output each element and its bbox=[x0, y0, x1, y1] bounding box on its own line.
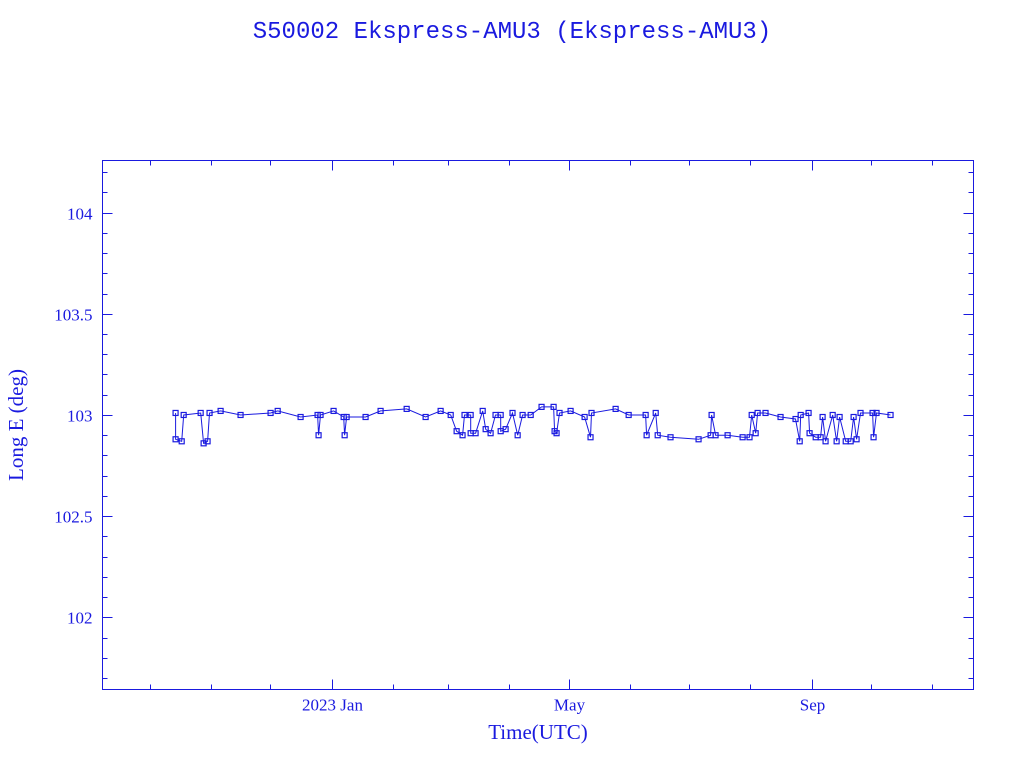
x-tick-label: 2023 Jan bbox=[302, 696, 363, 715]
data-point bbox=[453, 428, 460, 435]
data-point bbox=[667, 434, 674, 441]
data-point bbox=[206, 409, 213, 417]
data-point bbox=[806, 430, 813, 437]
data-point bbox=[437, 407, 444, 415]
data-point bbox=[341, 432, 348, 439]
data-point bbox=[739, 434, 746, 441]
data-point bbox=[472, 430, 479, 437]
data-point bbox=[819, 413, 826, 421]
data-point bbox=[237, 411, 244, 419]
data-point bbox=[519, 411, 526, 419]
data-point bbox=[204, 438, 211, 445]
data-point bbox=[447, 411, 454, 419]
data-point bbox=[805, 409, 812, 417]
data-point bbox=[887, 411, 894, 419]
data-point bbox=[502, 426, 509, 433]
x-axis-label: Time(UTC) bbox=[488, 720, 588, 744]
data-point bbox=[459, 432, 466, 439]
data-point bbox=[833, 438, 840, 445]
data-point bbox=[377, 407, 384, 415]
data-point bbox=[588, 409, 595, 417]
data-point bbox=[403, 405, 410, 413]
data-point bbox=[178, 438, 185, 445]
data-point bbox=[850, 413, 857, 421]
data-point bbox=[538, 403, 545, 410]
data-point bbox=[267, 409, 274, 417]
data-point bbox=[777, 413, 784, 421]
data-point bbox=[587, 434, 594, 441]
data-point bbox=[817, 434, 824, 441]
data-point bbox=[509, 409, 516, 417]
data-point bbox=[654, 432, 661, 439]
data-point bbox=[746, 434, 753, 441]
y-tick-label: 102 bbox=[67, 609, 93, 628]
y-tick-label: 102.5 bbox=[54, 508, 92, 527]
data-point bbox=[317, 411, 324, 419]
data-point bbox=[754, 409, 761, 417]
data-point bbox=[550, 403, 557, 410]
data-point bbox=[822, 438, 829, 445]
data-point bbox=[724, 432, 731, 439]
data-point bbox=[567, 407, 574, 415]
data-point bbox=[197, 409, 204, 417]
data-point bbox=[870, 434, 877, 441]
x-tick-label: May bbox=[554, 696, 586, 715]
data-point bbox=[487, 430, 494, 437]
data-point bbox=[217, 407, 224, 415]
data-point bbox=[362, 413, 369, 421]
data-point bbox=[625, 411, 632, 419]
data-point bbox=[829, 411, 836, 419]
data-point bbox=[553, 430, 560, 437]
data-point bbox=[873, 409, 880, 417]
y-tick-label: 103.5 bbox=[54, 306, 92, 325]
plot-frame bbox=[102, 160, 974, 690]
data-point bbox=[796, 438, 803, 445]
data-point bbox=[556, 409, 563, 417]
chart-title: S50002 Ekspress-AMU3 (Ekspress-AMU3) bbox=[253, 19, 771, 46]
data-point bbox=[343, 413, 350, 421]
data-point bbox=[274, 407, 281, 415]
data-point bbox=[762, 409, 769, 417]
x-tick-label: Sep bbox=[800, 696, 826, 715]
data-point bbox=[857, 409, 864, 417]
data-point bbox=[847, 438, 854, 445]
data-point bbox=[315, 432, 322, 439]
data-point bbox=[695, 436, 702, 443]
data-point bbox=[853, 436, 860, 443]
data-point bbox=[172, 409, 179, 417]
data-point bbox=[581, 413, 588, 421]
data-point bbox=[422, 413, 429, 421]
data-point bbox=[461, 411, 468, 419]
data-point bbox=[479, 407, 486, 415]
data-point bbox=[708, 411, 715, 419]
y-tick-label: 104 bbox=[67, 205, 93, 224]
data-point bbox=[297, 413, 304, 421]
data-point bbox=[612, 405, 619, 413]
data-point bbox=[172, 436, 179, 443]
data-point bbox=[752, 430, 759, 437]
data-point bbox=[497, 411, 504, 419]
data-point bbox=[748, 411, 755, 419]
data-point bbox=[836, 413, 843, 421]
data-point bbox=[792, 415, 799, 423]
data-point bbox=[643, 432, 650, 439]
data-point bbox=[330, 407, 337, 415]
data-point bbox=[652, 409, 659, 417]
data-point bbox=[797, 411, 804, 419]
data-point bbox=[527, 411, 534, 419]
data-point bbox=[180, 411, 187, 419]
data-point bbox=[712, 432, 719, 439]
y-axis-label: Long E (deg) bbox=[4, 369, 28, 481]
data-point bbox=[642, 411, 649, 419]
y-tick-label: 103 bbox=[67, 407, 93, 426]
data-point bbox=[514, 432, 521, 439]
data-point bbox=[869, 409, 876, 417]
data-point bbox=[467, 411, 474, 419]
data-point bbox=[482, 426, 489, 433]
